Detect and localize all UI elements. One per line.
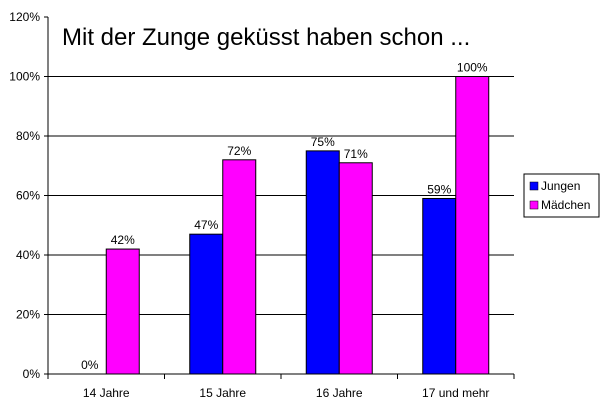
bar-maedchen: [338, 162, 373, 375]
bar-maedchen: [222, 159, 257, 375]
bar-jungen: [305, 150, 340, 375]
y-tick-label: 120%: [9, 10, 40, 24]
legend-swatch-maedchen: [529, 200, 539, 210]
data-label: 42%: [111, 233, 135, 247]
legend-box: [523, 173, 600, 218]
y-tick-label: 40%: [16, 248, 40, 262]
bars: [105, 76, 490, 375]
bar-maedchen: [105, 248, 140, 375]
x-tick-label: 14 Jahre: [83, 386, 130, 400]
data-label: 100%: [457, 61, 488, 75]
x-tick-label: 16 Jahre: [316, 386, 363, 400]
data-label: 71%: [344, 147, 368, 161]
bar-maedchen: [455, 76, 490, 375]
tick-labels: 0% 20% 40% 60% 80% 100% 120% 14 Jahre 15 Jahre 16…: [9, 10, 489, 400]
y-tick-label: 100%: [9, 70, 40, 84]
y-tick-label: 20%: [16, 308, 40, 322]
y-tick-label: 60%: [16, 189, 40, 203]
x-tick-label: 17 und mehr: [422, 386, 489, 400]
data-label: 75%: [311, 135, 335, 149]
chart-title: Mit der Zunge geküsst haben schon ...: [62, 24, 470, 51]
axes: [44, 16, 515, 379]
legend-swatch-jungen: [529, 181, 539, 191]
data-label: 0%: [81, 358, 99, 372]
y-tick-label: 80%: [16, 129, 40, 143]
bar-jungen: [189, 233, 224, 375]
bar-jungen: [422, 197, 457, 375]
legend-label-maedchen: Mädchen: [541, 198, 590, 212]
legend-label-jungen: Jungen: [541, 179, 580, 193]
data-label: 72%: [227, 144, 251, 158]
data-labels: 0% 42% 47% 72% 75% 71% 59% 100%: [81, 61, 488, 373]
x-tick-label: 15 Jahre: [199, 386, 246, 400]
y-tick-label: 0%: [23, 367, 41, 381]
data-label: 47%: [194, 218, 218, 232]
legend: Jungen Mädchen: [523, 173, 600, 218]
data-label: 59%: [427, 182, 451, 196]
